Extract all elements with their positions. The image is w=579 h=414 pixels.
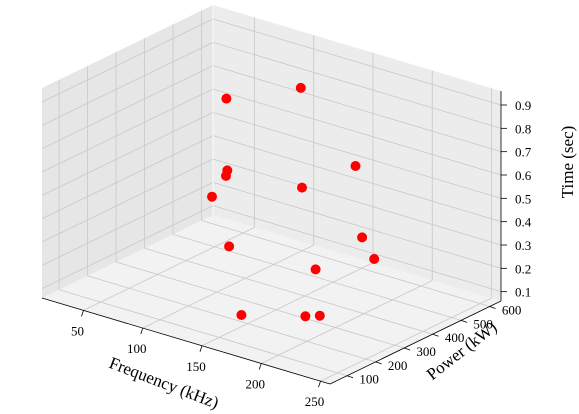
z-grid-right [212, 181, 502, 269]
tick-labels: 50 100 150 200 250 100 200 300 400 500 600 0.1 0.2 0.… [71, 98, 532, 409]
y-tick [460, 319, 468, 323]
z-grid-left [41, 158, 214, 243]
x-grid-floor [142, 244, 314, 329]
z-tick-label: 0.9 [515, 98, 531, 113]
x-tick-label: 200 [246, 376, 266, 391]
x-axis-line [41, 297, 331, 385]
z-grid-left [41, 88, 214, 173]
data-point [295, 82, 306, 93]
z-grid-right [212, 111, 502, 199]
x-tick [81, 310, 84, 317]
y-grid-floor [172, 233, 462, 321]
data-point [300, 311, 311, 322]
z-grid-right [212, 65, 502, 153]
y-grid-floor [115, 261, 405, 349]
x-tick [140, 327, 144, 335]
y-tick-label: 300 [416, 344, 436, 359]
z-grid-right [212, 41, 502, 129]
z-tick-label: 0.8 [515, 121, 531, 136]
y-grid-floor [201, 220, 490, 307]
z-grid-right [212, 135, 502, 223]
z-grid-left [41, 18, 214, 103]
z-grid-left [41, 65, 214, 150]
x-grid-floor [261, 280, 433, 364]
data-point [221, 170, 231, 181]
z-axis-label: Time (sec) [558, 126, 577, 199]
x-tick [199, 345, 203, 352]
x-grid-floor [320, 297, 492, 382]
z-tick-label: 0.7 [515, 145, 532, 160]
z-grid-right [212, 88, 502, 176]
chart-grid [41, 5, 502, 382]
x-tick-label: 100 [127, 341, 147, 356]
z-grid-left [41, 41, 214, 126]
y-tick-label: 200 [388, 358, 408, 373]
z-grid-left [41, 181, 214, 266]
data-point [310, 264, 321, 275]
z-tick-label: 0.1 [515, 285, 531, 300]
data-point [314, 310, 325, 321]
y-tick-label: 100 [359, 372, 379, 387]
y-tick [489, 306, 496, 309]
x-tick-label: 50 [71, 323, 84, 338]
z-tick-label: 0.6 [515, 168, 532, 183]
data-points [207, 82, 380, 322]
left-wall-pane [42, 5, 213, 298]
data-point [221, 93, 232, 104]
x-tick [318, 381, 321, 388]
y-grid-floor [144, 247, 433, 335]
x-tick [258, 363, 262, 370]
data-point [369, 254, 380, 264]
y-tick [432, 333, 439, 337]
z-grid-left [41, 135, 214, 220]
y-grid-floor [87, 275, 376, 363]
z-tick-label: 0.5 [515, 191, 531, 206]
y-tick [375, 361, 382, 365]
x-grid-floor [83, 227, 255, 311]
y-axis-line [329, 300, 502, 385]
z-grid-right [212, 205, 502, 293]
z-grid-right [212, 158, 502, 246]
data-point [224, 241, 235, 252]
floor-pane [42, 215, 501, 384]
y-tick [346, 375, 354, 379]
chart-axes [41, 91, 507, 388]
z-grid-right [212, 18, 502, 106]
y-grid-floor [58, 289, 348, 377]
z-grid-left [41, 111, 214, 196]
x-grid-floor [201, 262, 374, 347]
data-point [297, 182, 307, 193]
z-tick-label: 0.4 [515, 215, 532, 230]
y-tick-label: 500 [473, 316, 493, 331]
z-tick-label: 0.3 [515, 238, 531, 253]
z-tick-label: 0.2 [515, 261, 531, 276]
x-tick-label: 250 [305, 394, 325, 409]
z-grid-left [41, 205, 214, 290]
data-point [236, 310, 247, 320]
y-tick-label: 600 [502, 303, 522, 318]
data-point [357, 232, 368, 243]
data-point [207, 191, 217, 202]
x-tick-label: 150 [186, 359, 206, 374]
y-tick-label: 400 [445, 330, 465, 345]
y-tick [403, 347, 411, 351]
data-point [350, 161, 361, 171]
